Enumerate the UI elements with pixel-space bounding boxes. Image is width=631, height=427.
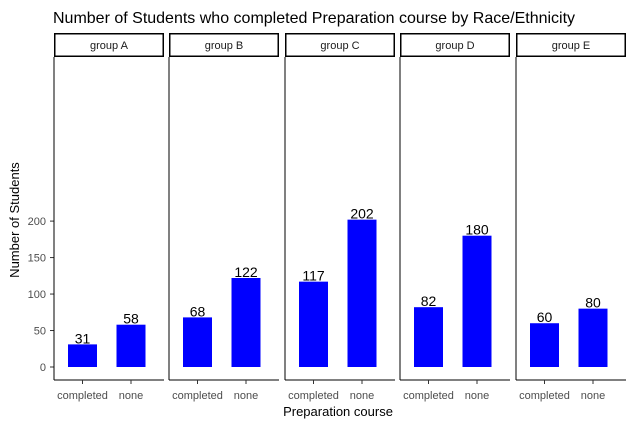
- data-label: 117: [302, 268, 325, 284]
- facet-panel: group E 60 completed 80 none: [515, 33, 626, 402]
- bar: [68, 344, 97, 367]
- facet-strip-label: group B: [205, 40, 244, 52]
- facet-strip: [54, 33, 164, 57]
- facet-strip: [169, 33, 279, 57]
- x-tick-label: none: [234, 390, 258, 402]
- x-tick-label: completed: [519, 390, 570, 402]
- facet-panel: group C 117 completed 202 none: [284, 33, 395, 402]
- data-label: 80: [585, 295, 601, 311]
- y-axis: 0 50 100 150 200: [28, 216, 54, 374]
- x-tick-label: completed: [288, 390, 339, 402]
- x-tick-label: completed: [403, 390, 454, 402]
- bar: [347, 219, 377, 367]
- facet-strip-label: group C: [320, 40, 359, 52]
- y-tick-label: 0: [40, 362, 46, 374]
- data-label: 122: [234, 264, 258, 280]
- bar: [231, 278, 261, 367]
- facet-strip: [400, 33, 510, 57]
- data-label: 68: [190, 303, 206, 319]
- x-axis-title: Preparation course: [283, 404, 393, 419]
- data-label: 202: [350, 206, 374, 222]
- bar: [462, 235, 492, 367]
- bar: [578, 308, 608, 367]
- x-tick-label: completed: [172, 390, 223, 402]
- y-tick-label: 200: [28, 216, 46, 228]
- facet-panel: group D 82 completed 180 none: [399, 33, 510, 402]
- x-tick-label: none: [581, 390, 605, 402]
- facet-strip: [516, 33, 626, 57]
- y-axis-title: Number of Students: [7, 162, 22, 278]
- bar: [414, 307, 443, 367]
- facet-strip-label: group A: [90, 40, 129, 52]
- bar: [116, 324, 146, 367]
- data-label: 180: [465, 222, 489, 238]
- bar: [299, 281, 328, 367]
- data-label: 31: [75, 330, 91, 346]
- chart-title: Number of Students who completed Prepara…: [53, 10, 575, 27]
- x-tick-label: none: [465, 390, 489, 402]
- y-tick-label: 100: [28, 289, 46, 301]
- y-tick-label: 50: [34, 326, 46, 338]
- bar: [530, 323, 559, 367]
- facet-panels: group A 31 completed 58 none group B 68 complet…: [53, 33, 626, 402]
- facet-strip-label: group E: [552, 40, 591, 52]
- x-tick-label: none: [119, 390, 143, 402]
- facet-panel: group B 68 completed 122 none: [168, 33, 279, 402]
- data-label: 60: [537, 309, 553, 325]
- facet-strip-label: group D: [435, 40, 474, 52]
- x-tick-label: none: [350, 390, 374, 402]
- y-tick-label: 150: [28, 253, 46, 265]
- data-label: 82: [421, 293, 437, 309]
- data-label: 58: [123, 311, 139, 327]
- x-tick-label: completed: [57, 390, 108, 402]
- facet-panel: group A 31 completed 58 none: [53, 33, 164, 402]
- facet-strip: [285, 33, 395, 57]
- bar: [183, 317, 212, 367]
